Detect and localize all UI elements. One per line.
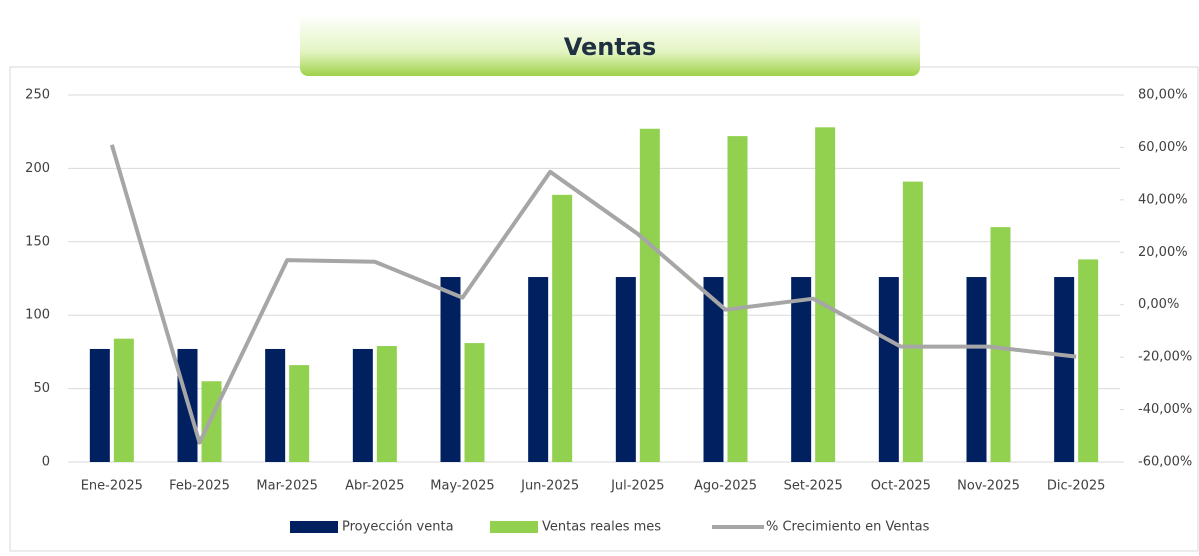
- legend-swatch: [490, 521, 538, 533]
- y2-tick-label: 60,00%: [1138, 140, 1188, 155]
- x-tick-label: Abr-2025: [345, 479, 404, 494]
- bar: [815, 127, 836, 463]
- y2-tick-label: 40,00%: [1138, 192, 1188, 207]
- y-tick-label: 200: [25, 161, 50, 176]
- x-tick-label: Dic-2025: [1047, 479, 1106, 494]
- line: [109, 144, 1077, 445]
- bar: [639, 128, 660, 462]
- bar: [352, 348, 373, 462]
- chart-title: Ventas: [564, 33, 657, 61]
- bar: [703, 277, 724, 462]
- y-tick-label: 250: [25, 88, 50, 103]
- x-tick-label: Oct-2025: [871, 479, 931, 494]
- y2-tick-label: 80,00%: [1138, 88, 1188, 103]
- title-banner: [300, 14, 920, 76]
- legend-label: % Crecimiento en Ventas: [766, 520, 930, 535]
- bar: [528, 277, 549, 462]
- x-tick-label: Jun-2025: [520, 479, 579, 494]
- bar: [1054, 277, 1075, 462]
- y2-tick-label: 0,00%: [1138, 297, 1179, 312]
- x-tick-label: Ago-2025: [694, 479, 757, 494]
- legend-swatch: [290, 521, 338, 533]
- bar: [440, 277, 461, 462]
- bar: [113, 338, 134, 462]
- x-tick-label: Feb-2025: [169, 479, 230, 494]
- y-tick-label: 150: [25, 234, 50, 249]
- bar: [552, 194, 573, 462]
- x-tick-label: May-2025: [430, 479, 494, 494]
- legend-label: Ventas reales mes: [542, 520, 661, 535]
- bar: [265, 348, 286, 462]
- bar: [89, 348, 110, 462]
- bar: [966, 277, 987, 462]
- x-tick-label: Nov-2025: [957, 479, 1020, 494]
- y-tick-label: 100: [25, 308, 50, 323]
- bar: [727, 136, 748, 462]
- legend-label: Proyección venta: [342, 520, 454, 535]
- y2-tick-label: 20,00%: [1138, 245, 1188, 260]
- bar: [1078, 259, 1099, 462]
- bar: [791, 277, 812, 462]
- x-tick-label: Mar-2025: [256, 479, 317, 494]
- y2-tick-label: -40,00%: [1138, 402, 1192, 417]
- y2-tick-label: -20,00%: [1138, 350, 1192, 365]
- x-tick-label: Ene-2025: [81, 479, 143, 494]
- y-tick-label: 0: [42, 455, 50, 470]
- bar: [464, 343, 485, 462]
- bar: [902, 181, 923, 462]
- bar: [990, 227, 1011, 462]
- bar: [615, 277, 636, 462]
- x-tick-label: Set-2025: [784, 479, 843, 494]
- y2-tick-label: -60,00%: [1138, 455, 1192, 470]
- bar: [878, 277, 899, 462]
- x-tick-label: Jul-2025: [610, 479, 664, 494]
- bar: [289, 365, 310, 462]
- y-tick-label: 50: [33, 381, 50, 396]
- bar: [376, 346, 397, 462]
